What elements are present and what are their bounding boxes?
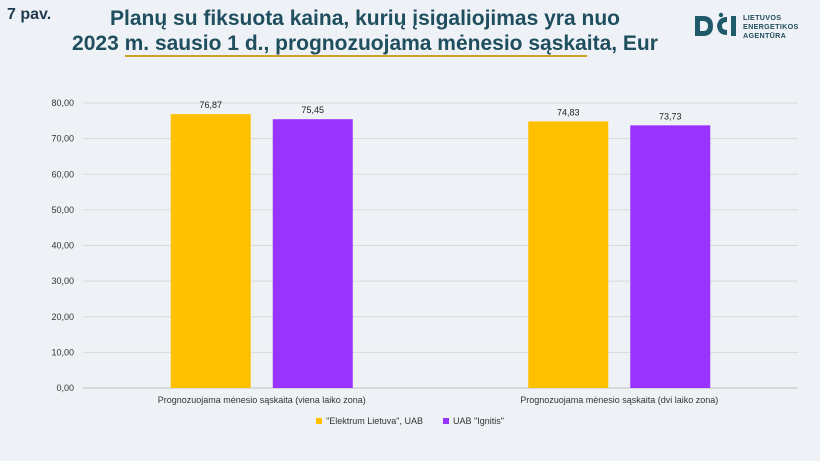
legend-item: UAB "Ignitis" bbox=[443, 416, 504, 426]
y-tick-label: 40,00 bbox=[51, 241, 74, 251]
legend-swatch bbox=[443, 417, 450, 424]
bar bbox=[272, 119, 353, 388]
data-label: 73,73 bbox=[659, 111, 682, 121]
vert-logo-icon bbox=[695, 12, 736, 36]
bar bbox=[630, 125, 711, 388]
legend-label: UAB "Ignitis" bbox=[453, 416, 504, 426]
bar bbox=[170, 114, 251, 388]
y-tick-label: 30,00 bbox=[51, 276, 74, 286]
y-tick-label: 80,00 bbox=[51, 98, 74, 108]
legend-label: "Elektrum Lietuva", UAB bbox=[326, 416, 424, 426]
chart-title: Planų su fiksuota kaina, kurių įsigalioj… bbox=[70, 6, 660, 56]
legend-item: "Elektrum Lietuva", UAB bbox=[316, 416, 423, 426]
chart-legend: "Elektrum Lietuva", UAB UAB "Ignitis" bbox=[0, 416, 820, 426]
logo-text: LIETUVOS ENERGETIKOS AGENTŪRA bbox=[743, 13, 799, 40]
legend-swatch bbox=[316, 417, 323, 424]
bar bbox=[528, 121, 609, 388]
chart-title-line2: 2023 m. sausio 1 d., prognozuojama mėnes… bbox=[72, 32, 658, 55]
category-label: Prognozuojama mėnesio sąskaita (dvi laik… bbox=[520, 395, 718, 405]
data-label: 76,87 bbox=[199, 100, 222, 110]
y-tick-label: 0,00 bbox=[56, 383, 74, 393]
y-tick-label: 20,00 bbox=[51, 312, 74, 322]
logo-text-line1: LIETUVOS bbox=[743, 13, 782, 22]
chart-title-line1: Planų su fiksuota kaina, kurių įsigalioj… bbox=[110, 7, 620, 30]
data-label: 75,45 bbox=[301, 105, 324, 115]
vert-logo: LIETUVOS ENERGETIKOS AGENTŪRA bbox=[693, 12, 813, 42]
category-label: Prognozuojama mėnesio sąskaita (viena la… bbox=[158, 395, 366, 405]
y-tick-label: 60,00 bbox=[51, 169, 74, 179]
title-underline bbox=[125, 55, 587, 57]
y-tick-label: 10,00 bbox=[51, 347, 74, 357]
y-tick-label: 50,00 bbox=[51, 205, 74, 215]
y-tick-label: 70,00 bbox=[51, 134, 74, 144]
logo-text-line3: AGENTŪRA bbox=[743, 31, 787, 40]
data-label: 74,83 bbox=[557, 107, 580, 117]
figure-label: 7 pav. bbox=[7, 6, 52, 23]
logo-text-line2: ENERGETIKOS bbox=[743, 22, 799, 31]
